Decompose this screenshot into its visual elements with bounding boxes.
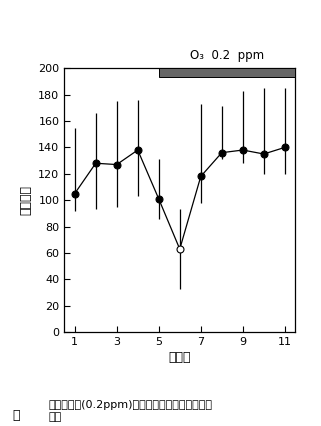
- Text: オゾン暴露(0.2ppm)によるマウスの飲水活性の
変化: オゾン暴露(0.2ppm)によるマウスの飲水活性の 変化: [48, 400, 212, 422]
- Text: 図: 図: [13, 409, 20, 422]
- Text: O₃  0.2  ppm: O₃ 0.2 ppm: [190, 49, 264, 62]
- Y-axis label: 飲水活性: 飲水活性: [20, 185, 33, 215]
- Bar: [159, 68, 295, 78]
- X-axis label: 実験日: 実験日: [169, 351, 191, 364]
